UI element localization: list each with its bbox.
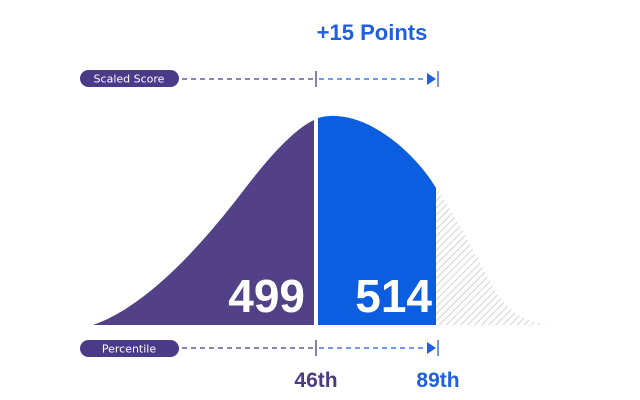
before-score-value: 499 xyxy=(228,270,305,322)
scaled-score-pill xyxy=(80,70,179,87)
points-gain-label: +15 Points xyxy=(317,20,428,45)
remaining-distribution-area xyxy=(436,190,548,325)
after-score-value: 514 xyxy=(355,270,432,322)
after-score-area xyxy=(318,115,436,326)
scaled-score-row: Scaled Score xyxy=(80,70,439,87)
scaled-score-label: Scaled Score xyxy=(94,73,165,86)
bell-curve xyxy=(93,115,548,326)
after-percentile-value: 89th xyxy=(416,369,459,392)
before-percentile-value: 46th xyxy=(294,369,337,392)
scaled-score-arrowhead xyxy=(427,73,436,85)
percentile-pill xyxy=(80,340,179,357)
percentile-label: Percentile xyxy=(102,343,157,356)
percentile-row: Percentile xyxy=(80,340,439,357)
percentile-arrowhead xyxy=(427,342,436,354)
before-score-area xyxy=(93,120,314,325)
